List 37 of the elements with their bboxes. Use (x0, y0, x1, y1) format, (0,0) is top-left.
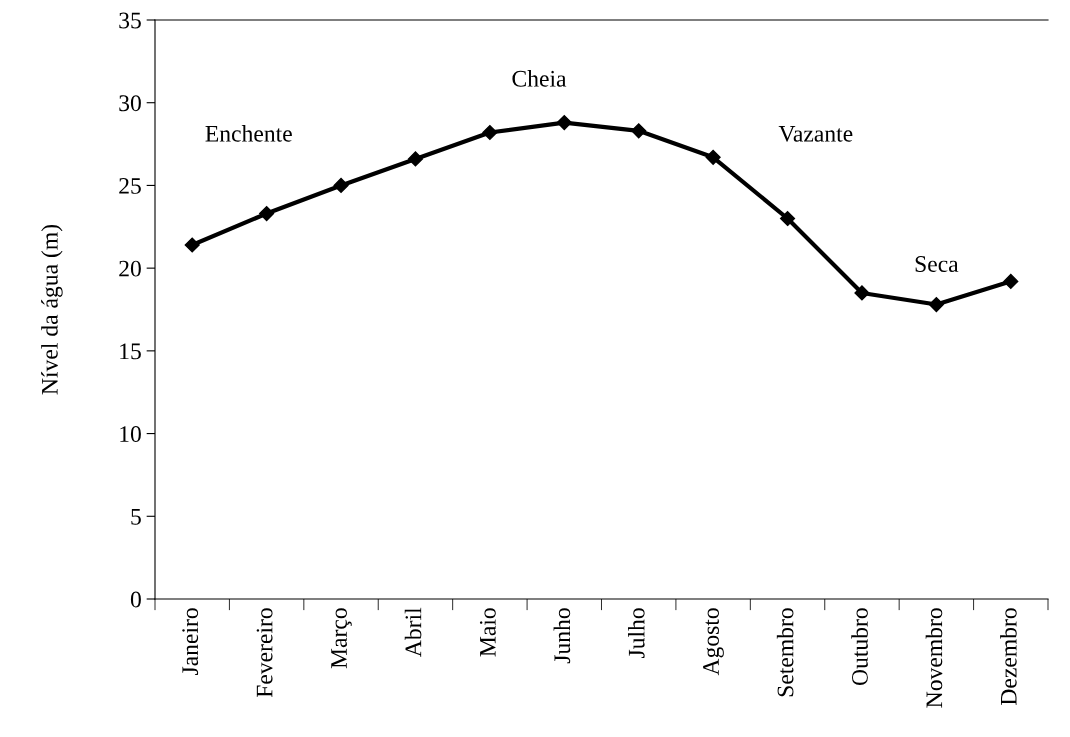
point (779, 210, 796, 227)
point (1003, 273, 1019, 289)
y-tick-label: 35 (119, 12, 141, 29)
point (631, 123, 647, 139)
point (705, 149, 721, 165)
x-tick-label: Março (331, 608, 352, 669)
point (259, 205, 275, 222)
y-tick-label: 15 (120, 343, 141, 360)
point (184, 237, 200, 253)
x-tick-label: Setembro (776, 608, 794, 697)
x-tick-label: Fevereiro (256, 608, 273, 698)
point (333, 177, 349, 193)
y-axis-title: Nível da água (m) (41, 224, 63, 395)
x-tick-label: Dezembro (1000, 608, 1017, 705)
point (556, 114, 572, 131)
y-tick-label: 30 (119, 95, 141, 112)
point (854, 285, 870, 301)
point (407, 151, 424, 167)
y-tick-label: 10 (120, 426, 141, 442)
annotation: Seca (915, 256, 959, 272)
point (928, 296, 944, 313)
x-tick-label: Maio (479, 608, 496, 657)
point (482, 124, 498, 141)
x-tick-label: Abril (404, 607, 422, 657)
y-tick-label: 25 (119, 177, 141, 194)
x-tick-label: Novembro (925, 608, 943, 708)
y-tick-label: 5 (131, 509, 141, 525)
x-tick-label: Julho (628, 608, 645, 659)
x-tick-label: Janeiro (182, 608, 199, 676)
y-tick-label: 0 (130, 591, 141, 608)
y-tick-label: 20 (119, 260, 141, 277)
annotation: Enchente (205, 125, 292, 142)
x-tick-label: Outubro (851, 608, 868, 686)
annotation: Vazante (778, 126, 853, 142)
x-tick-label: Junho (553, 608, 571, 664)
annotation: Cheia (512, 70, 567, 87)
x-tick-label: Agosto (703, 608, 724, 676)
